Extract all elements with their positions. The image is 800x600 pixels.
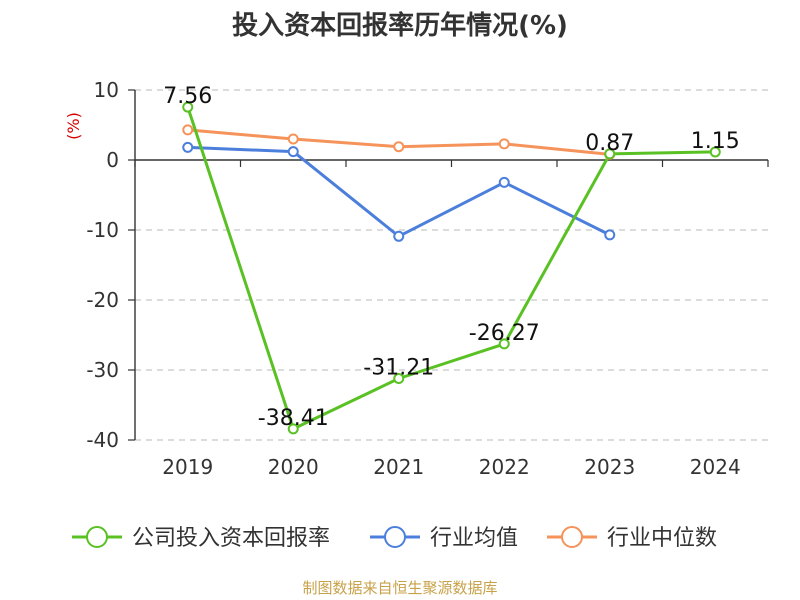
legend-label: 行业中位数 <box>607 526 717 551</box>
series-points <box>182 101 721 435</box>
series-line-0 <box>186 106 716 431</box>
y-tick-label: -20 <box>86 288 119 312</box>
data-point <box>604 148 616 160</box>
legend-swatch-marker <box>86 526 108 548</box>
legend-item-1[interactable]: 行业均值 <box>370 526 518 551</box>
y-tick-label: -30 <box>86 358 119 382</box>
data-point <box>287 423 299 435</box>
x-tick-label: 2021 <box>373 455 424 479</box>
axes <box>128 89 769 441</box>
data-label: -31.21 <box>363 355 434 380</box>
legend-label: 公司投入资本回报率 <box>132 526 330 551</box>
gridlines <box>135 89 768 441</box>
series-line-1 <box>187 145 611 238</box>
data-point <box>182 141 194 153</box>
y-tick-label: 10 <box>94 78 119 102</box>
legend-swatch-marker <box>384 526 406 548</box>
x-tick-labels: 2019 2020 2021 2022 2023 2024 <box>162 455 740 479</box>
y-tick-label: -40 <box>86 428 119 452</box>
y-tick-labels: 10 0 -10 -20 -30 -40 <box>86 78 119 452</box>
data-point <box>182 101 194 113</box>
data-point <box>498 338 510 350</box>
legend-item-0[interactable]: 公司投入资本回报率 <box>72 526 330 551</box>
data-point <box>287 133 299 145</box>
data-point <box>393 372 405 384</box>
legend-item-2[interactable]: 行业中位数 <box>547 526 717 551</box>
y-tick-label: 0 <box>106 148 119 172</box>
x-tick-label: 2022 <box>479 455 530 479</box>
data-label: -26.27 <box>469 321 540 346</box>
x-tick-label: 2024 <box>690 455 741 479</box>
data-label: 7.56 <box>163 84 212 109</box>
x-tick-label: 2019 <box>162 455 213 479</box>
data-point <box>393 230 405 242</box>
source-note: 制图数据来自恒生聚源数据库 <box>302 579 497 597</box>
data-point <box>182 124 194 136</box>
series-lines <box>186 106 716 431</box>
x-tick-label: 2020 <box>268 455 319 479</box>
y-tick-label: -10 <box>86 218 119 242</box>
data-point <box>709 146 721 158</box>
data-point <box>393 141 405 153</box>
data-point <box>498 138 510 150</box>
legend[interactable]: 公司投入资本回报率 行业均值 行业中位数 <box>72 526 717 551</box>
data-label: -38.41 <box>258 406 329 431</box>
data-label: 1.15 <box>691 129 740 154</box>
data-point <box>498 176 510 188</box>
x-tick-label: 2023 <box>584 455 635 479</box>
data-point <box>604 229 616 241</box>
y-axis-label: (%) <box>64 112 83 140</box>
legend-label: 行业均值 <box>430 526 518 551</box>
data-point <box>287 146 299 158</box>
chart-title: 投入资本回报率历年情况(%) <box>232 10 568 41</box>
legend-swatch-marker <box>561 526 583 548</box>
data-label: 0.87 <box>585 131 634 156</box>
data-labels: 7.56 -38.41 -31.21 -26.27 0.87 1.15 <box>163 84 739 431</box>
